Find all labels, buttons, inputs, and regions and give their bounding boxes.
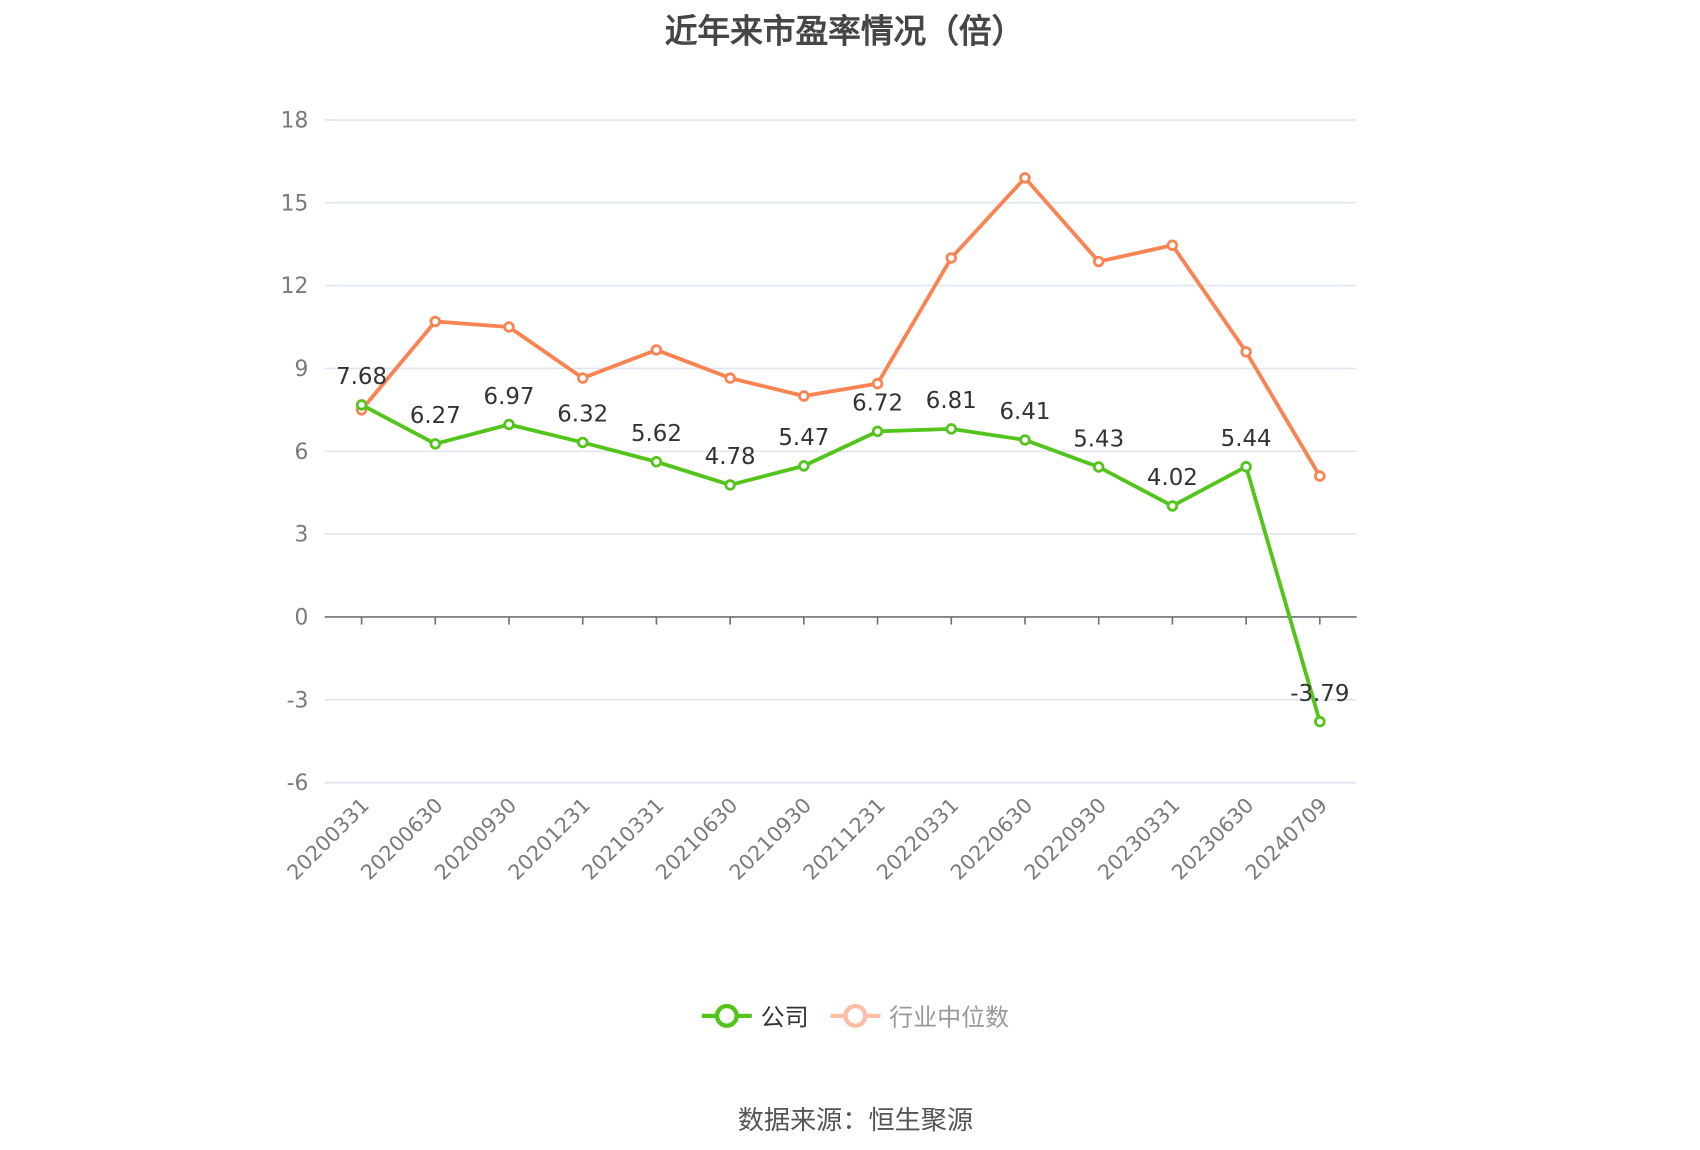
data-point-marker[interactable] bbox=[1240, 346, 1252, 358]
data-point-marker[interactable] bbox=[1019, 172, 1031, 184]
data-point-marker[interactable] bbox=[650, 456, 663, 468]
data-point-marker[interactable] bbox=[429, 315, 442, 328]
y-tick-label: 9 bbox=[295, 357, 309, 382]
data-point-marker[interactable] bbox=[724, 479, 736, 491]
legend-label-company: 公司 bbox=[760, 1004, 809, 1033]
data-point-marker[interactable] bbox=[503, 321, 515, 333]
data-point-marker[interactable] bbox=[650, 344, 663, 356]
data-point-marker[interactable] bbox=[503, 418, 515, 431]
data-value-label: -3.79 bbox=[1290, 681, 1349, 707]
data-point-marker[interactable] bbox=[1092, 255, 1105, 268]
data-value-label: 4.02 bbox=[1147, 465, 1198, 491]
x-axis: 2020033120200630202009302020123120210331… bbox=[282, 616, 1357, 885]
data-value-label: 6.97 bbox=[484, 384, 535, 410]
y-tick-label: 6 bbox=[295, 440, 309, 465]
data-value-label: 6.72 bbox=[852, 391, 903, 417]
legend-industry-line-circle-icon bbox=[830, 1003, 881, 1028]
data-point-marker[interactable] bbox=[1019, 434, 1031, 446]
company-pe-line bbox=[360, 403, 1322, 723]
data-point-marker[interactable] bbox=[355, 399, 368, 411]
data-series bbox=[355, 172, 1326, 728]
data-value-label: 5.43 bbox=[1073, 426, 1124, 452]
y-tick-label: 3 bbox=[295, 523, 309, 548]
data-point-marker[interactable] bbox=[1240, 461, 1252, 473]
data-value-label: 7.68 bbox=[336, 364, 387, 390]
data-point-marker[interactable] bbox=[1314, 715, 1326, 728]
data-point-marker[interactable] bbox=[871, 377, 884, 390]
data-value-label: 6.32 bbox=[557, 402, 608, 428]
grid-lines bbox=[324, 119, 1357, 784]
y-tick-label: -3 bbox=[287, 688, 309, 713]
legend-company-line-circle-icon bbox=[701, 1003, 752, 1028]
data-value-label: 5.62 bbox=[631, 421, 682, 447]
chart-title: 近年来市盈率情况（倍） bbox=[664, 13, 1025, 52]
line-chart-plot: 18 15 12 9 6 3 0 -3 -6 2020033120200630202009302… bbox=[281, 109, 1357, 885]
y-tick-label: 12 bbox=[281, 274, 309, 299]
data-value-label: 4.78 bbox=[705, 444, 756, 470]
data-source-note: 数据来源：恒生聚源 bbox=[737, 1105, 974, 1136]
data-value-label: 6.27 bbox=[410, 403, 461, 429]
data-point-marker[interactable] bbox=[871, 425, 884, 438]
data-point-marker[interactable] bbox=[576, 372, 589, 384]
data-point-marker[interactable] bbox=[429, 438, 442, 450]
data-value-label: 6.41 bbox=[1000, 399, 1051, 425]
data-point-marker[interactable] bbox=[1166, 239, 1179, 251]
data-point-marker[interactable] bbox=[945, 423, 957, 435]
data-point-marker[interactable] bbox=[798, 390, 810, 402]
legend-label-industry-median: 行业中位数 bbox=[889, 1004, 1010, 1033]
data-labels: 7.68 6.27 6.97 6.32 5.62 4.78 5.47 6.72 6.81 6.41… bbox=[336, 364, 1349, 707]
industry-median-pe-line bbox=[360, 175, 1322, 478]
data-point-marker[interactable] bbox=[798, 460, 810, 472]
data-value-label: 6.81 bbox=[926, 388, 977, 414]
data-point-marker[interactable] bbox=[1166, 500, 1179, 512]
legend-item-industry-median[interactable]: 行业中位数 bbox=[830, 998, 1009, 1033]
data-point-marker[interactable] bbox=[1092, 461, 1105, 473]
y-axis-labels: 18 15 12 9 6 3 0 -3 -6 bbox=[281, 109, 309, 797]
y-tick-label: 0 bbox=[295, 606, 309, 631]
data-point-marker[interactable] bbox=[1314, 470, 1326, 482]
data-point-marker[interactable] bbox=[945, 252, 957, 264]
data-value-label: 5.47 bbox=[778, 425, 829, 451]
y-tick-label: -6 bbox=[287, 771, 309, 796]
y-tick-label: 15 bbox=[281, 191, 309, 216]
legend-item-company[interactable]: 公司 bbox=[701, 998, 809, 1033]
legend: 公司 行业中位数 bbox=[0, 998, 1700, 1033]
y-tick-label: 18 bbox=[281, 109, 309, 134]
data-point-marker[interactable] bbox=[576, 436, 589, 449]
data-value-label: 5.44 bbox=[1221, 426, 1272, 452]
data-point-marker[interactable] bbox=[724, 372, 736, 384]
